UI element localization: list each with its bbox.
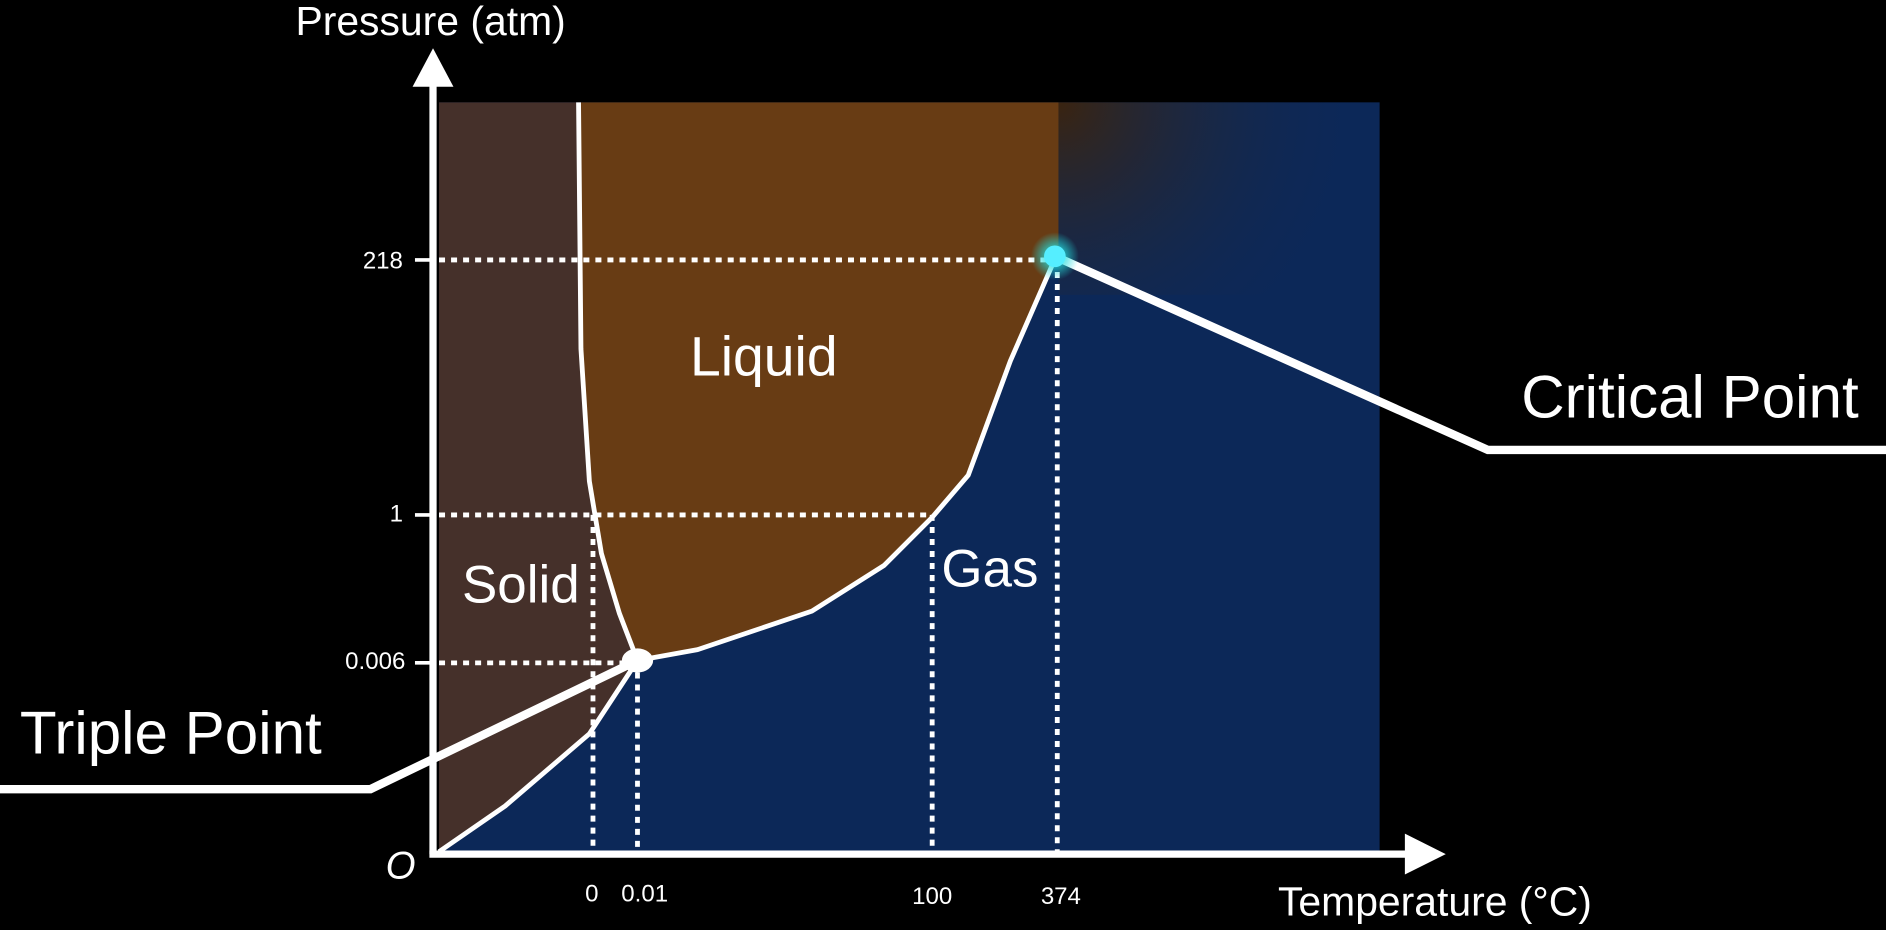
fusion-curve	[576, 102, 640, 662]
triple-point	[621, 648, 654, 673]
region-label: Gas	[941, 540, 1038, 599]
origin-label: O	[386, 845, 416, 888]
y-tick-label: 0.006	[345, 648, 405, 675]
region-label: Liquid	[690, 326, 838, 388]
liquid-region	[578, 102, 1059, 661]
y-tick-label: 218	[363, 248, 403, 275]
callout-line	[1053, 252, 1886, 455]
x-axis-arrow	[1404, 833, 1446, 875]
x-tick-label: 0.01	[621, 880, 668, 907]
callout-label: Triple Point	[20, 699, 322, 766]
region-label: Solid	[462, 555, 580, 614]
callout-label: Critical Point	[1521, 364, 1859, 431]
sublimation-curve	[437, 659, 640, 854]
callout-line	[0, 656, 640, 794]
y-tick-label: 1	[390, 500, 403, 527]
supercritical-glow	[1058, 102, 1380, 295]
vaporization-curve	[637, 255, 1059, 663]
critical-point	[1044, 245, 1066, 268]
x-axis-label: Temperature (°C)	[1278, 878, 1592, 924]
y-axis-label: Pressure (atm)	[295, 0, 565, 44]
x-tick-label: 374	[1041, 883, 1081, 910]
x-tick-label: 100	[912, 883, 952, 910]
y-axis-arrow	[412, 48, 454, 87]
x-tick-label: 0	[585, 880, 598, 907]
